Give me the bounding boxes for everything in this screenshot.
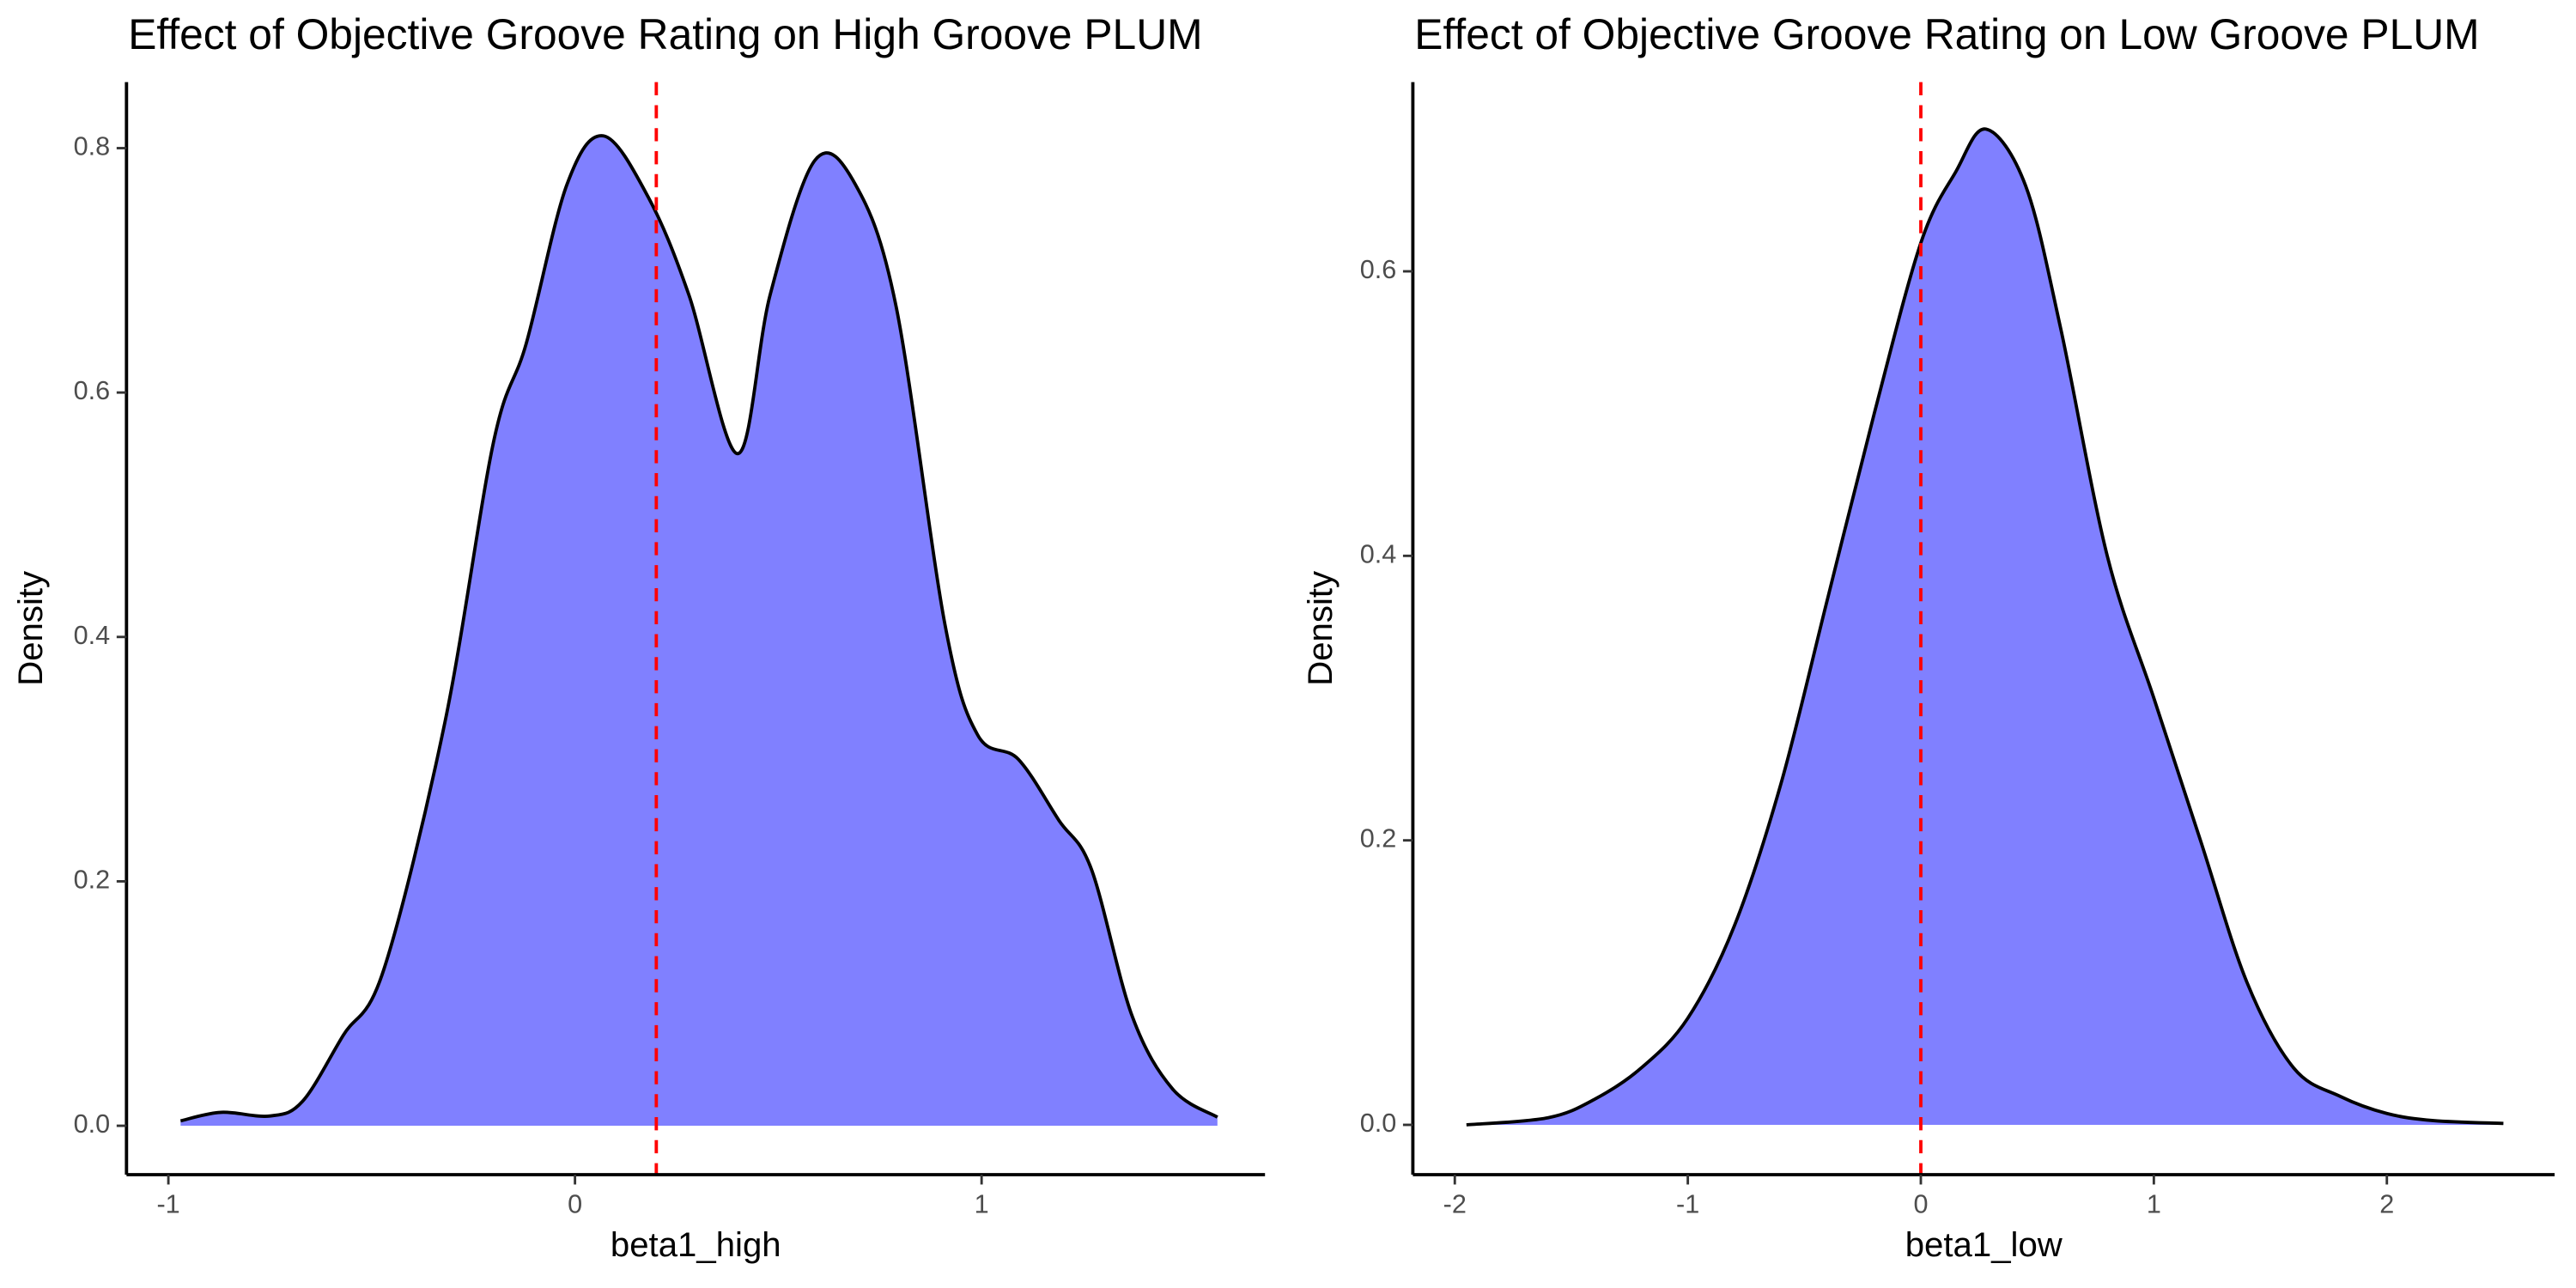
y-tick-label: 0.4	[1360, 539, 1397, 568]
x-tick-label: 2	[2379, 1189, 2394, 1218]
y-tick-label: 0.2	[74, 866, 111, 895]
y-tick-label: 0.2	[1360, 824, 1397, 854]
panel: 0.0 0.2 0.4 0.6 0.8 -1 0 1 Effect of Objective G…	[11, 10, 1266, 1264]
x-tick-label: 0	[1913, 1189, 1928, 1218]
density-line	[179, 134, 1218, 1123]
x-axis-title: beta1_low	[1905, 1225, 2063, 1264]
y-tick-label: 0.6	[1360, 255, 1397, 284]
x-tick-label: -1	[156, 1189, 179, 1218]
density-area	[180, 136, 1218, 1127]
x-tick-label: -1	[1676, 1189, 1699, 1218]
panel: 0.0 0.2 0.4 0.6 -2 -1 0 1 2 Effect of Objective G…	[1301, 10, 2555, 1264]
x-tick-label: 0	[568, 1189, 582, 1218]
y-tick-label: 0.8	[74, 132, 111, 161]
y-axis-title: Density	[11, 571, 50, 686]
x-tick-label: -2	[1443, 1189, 1467, 1218]
y-axis-title: Density	[1301, 571, 1340, 686]
x-tick-label: 1	[2147, 1189, 2161, 1218]
x-axis-title: beta1_high	[611, 1225, 781, 1264]
x-tick-label: 1	[975, 1189, 989, 1218]
y-tick-label: 0.0	[74, 1109, 111, 1139]
chart-title: Effect of Objective Groove Rating on Hig…	[128, 10, 1202, 58]
y-tick-label: 0.6	[74, 376, 111, 405]
density-area	[1466, 129, 2504, 1126]
density-line	[1466, 127, 2504, 1127]
y-tick-label: 0.4	[74, 621, 111, 650]
y-tick-label: 0.0	[1360, 1109, 1397, 1138]
chart-title: Effect of Objective Groove Rating on Low…	[1414, 10, 2479, 58]
